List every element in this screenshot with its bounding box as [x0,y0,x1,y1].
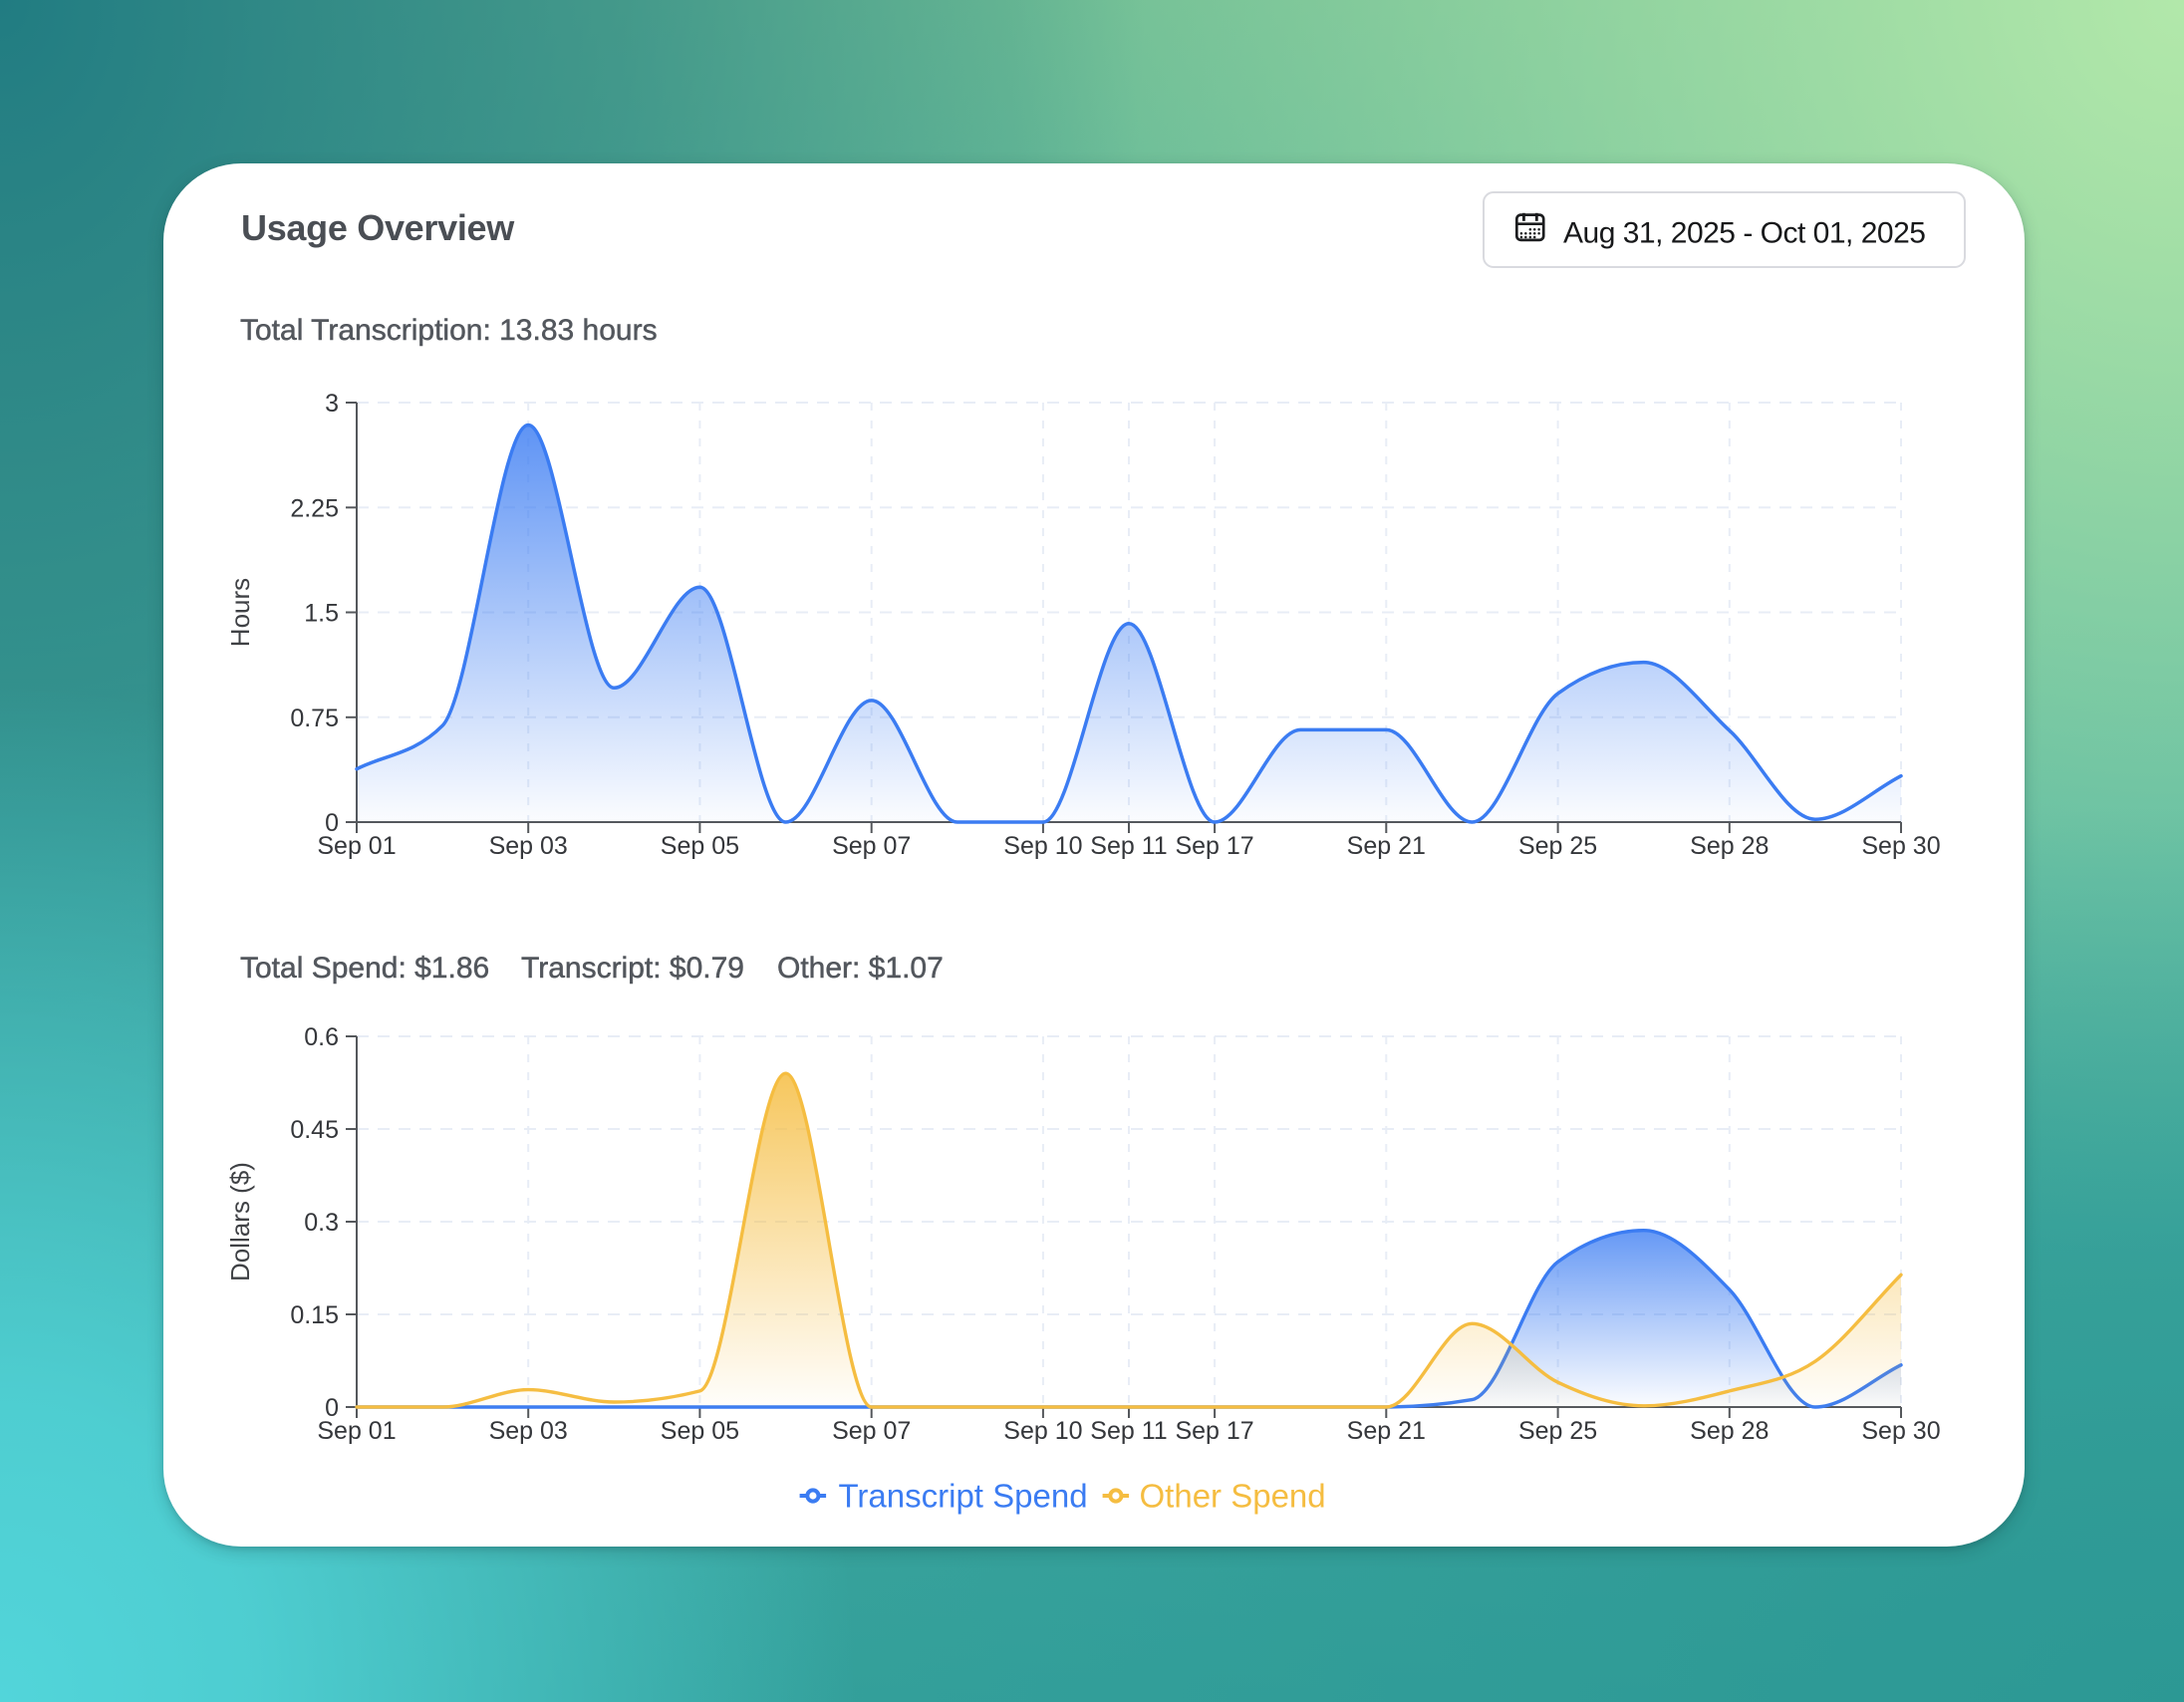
svg-text:Sep 05: Sep 05 [661,832,739,860]
svg-text:Sep 03: Sep 03 [489,1417,568,1445]
svg-text:Sep 17: Sep 17 [1175,832,1253,860]
svg-text:0.3: 0.3 [304,1209,339,1237]
svg-text:Sep 28: Sep 28 [1690,1417,1769,1445]
svg-text:Sep 11: Sep 11 [1090,832,1167,860]
svg-text:Sep 25: Sep 25 [1518,832,1597,860]
svg-text:Sep 25: Sep 25 [1518,1417,1597,1445]
svg-text:Total Transcription: 13.83 hou: Total Transcription: 13.83 hours [240,314,658,347]
svg-text:Aug 31, 2025 - Oct 01, 2025: Aug 31, 2025 - Oct 01, 2025 [1563,217,1925,250]
svg-text:Hours: Hours [225,578,255,647]
svg-text:Sep 05: Sep 05 [661,1417,739,1445]
svg-text:Sep 03: Sep 03 [489,832,568,860]
svg-text:Total Spend: $1.86: Total Spend: $1.86 [240,952,489,985]
svg-text:Transcript: $0.79: Transcript: $0.79 [521,952,744,985]
svg-text:2.25: 2.25 [290,494,339,522]
svg-text:Other Spend: Other Spend [1140,1478,1326,1515]
svg-text:Sep 21: Sep 21 [1347,1417,1426,1445]
svg-text:0: 0 [325,809,339,837]
svg-text:Sep 10: Sep 10 [1003,832,1082,860]
svg-text:Transcript Spend: Transcript Spend [839,1478,1088,1515]
svg-text:Sep 01: Sep 01 [317,832,396,860]
svg-text:Sep 07: Sep 07 [832,1417,911,1445]
svg-text:0.15: 0.15 [290,1301,339,1329]
svg-text:Sep 30: Sep 30 [1861,832,1940,860]
svg-text:0.45: 0.45 [290,1116,339,1144]
svg-text:Sep 28: Sep 28 [1690,832,1769,860]
svg-text:0.6: 0.6 [304,1023,339,1051]
svg-text:Sep 17: Sep 17 [1175,1417,1253,1445]
svg-text:0.75: 0.75 [290,705,339,732]
svg-text:Other: $1.07: Other: $1.07 [777,952,944,985]
svg-text:Sep 21: Sep 21 [1347,832,1426,860]
svg-text:Sep 10: Sep 10 [1003,1417,1082,1445]
svg-text:Usage Overview: Usage Overview [241,207,515,248]
svg-text:Sep 07: Sep 07 [832,832,911,860]
svg-text:1.5: 1.5 [304,600,339,628]
svg-text:Sep 30: Sep 30 [1861,1417,1940,1445]
svg-text:3: 3 [325,390,339,418]
svg-text:Sep 11: Sep 11 [1090,1417,1167,1445]
svg-text:Dollars ($): Dollars ($) [225,1162,255,1281]
svg-text:Sep 01: Sep 01 [317,1417,396,1445]
svg-text:0: 0 [325,1394,339,1422]
